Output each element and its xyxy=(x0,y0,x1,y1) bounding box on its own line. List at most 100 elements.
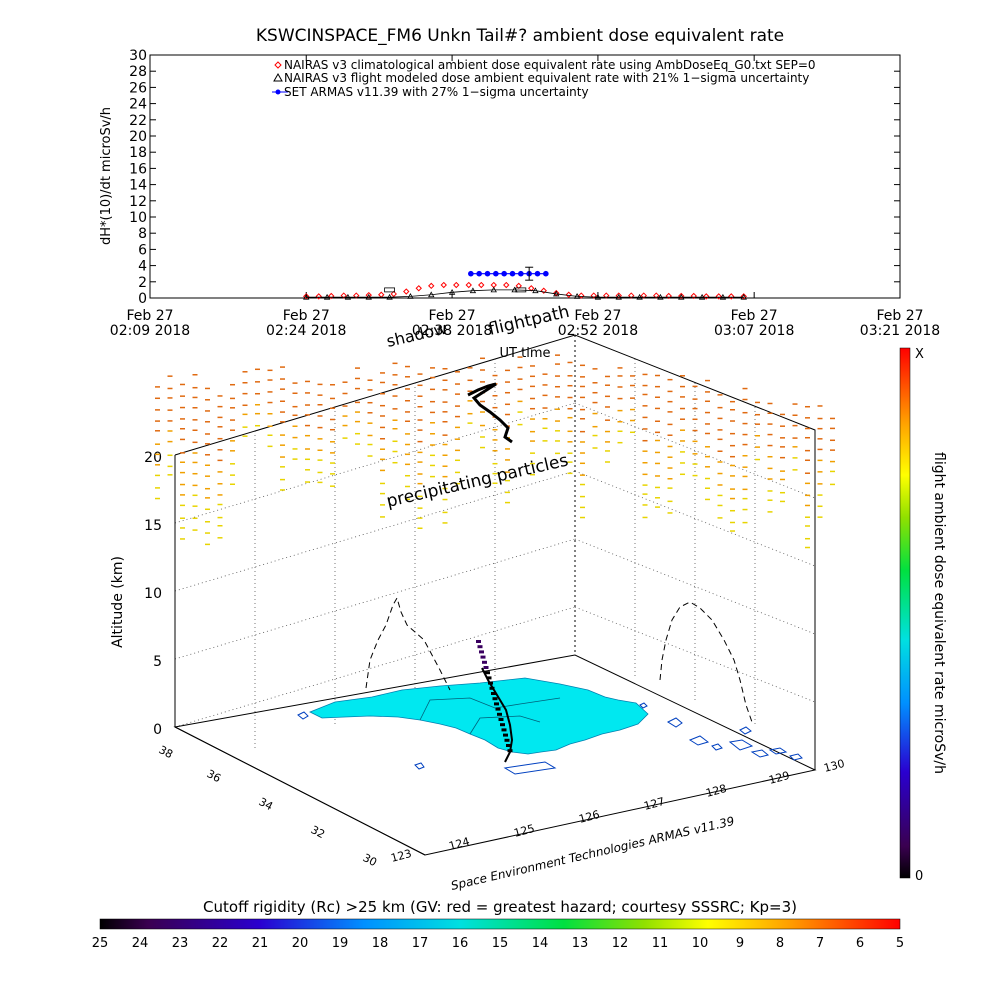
flightpath-marker xyxy=(500,723,505,727)
rigidity-tick-label: 7 xyxy=(816,936,824,951)
climatological-point xyxy=(503,281,510,289)
rigidity-tick-label: 5 xyxy=(896,936,904,951)
rigidity-tick-label: 22 xyxy=(212,936,229,951)
climatological-point xyxy=(665,292,672,300)
shadow-profile-left xyxy=(365,596,451,691)
rigidity-tick-label: 17 xyxy=(412,936,429,951)
flight-modeled-error-box xyxy=(515,287,527,293)
rigidity-tick-label: 10 xyxy=(692,936,709,951)
rigidity-scale: 25 24 23 22 21 20 19 18 17 16 15 14 13 12 11 10 9 8 7 6 5 xyxy=(92,936,904,951)
lon-tick-label: 129 xyxy=(767,769,791,787)
annotation-precipitating: precipitating particles xyxy=(385,451,571,512)
top-y-tick-label: 0 xyxy=(138,291,147,307)
lat-tick-label: 36 xyxy=(205,767,223,785)
rigidity-tick-label: 21 xyxy=(252,936,269,951)
top-plot-frame xyxy=(149,54,901,299)
climatological-point xyxy=(640,292,647,299)
armas-point xyxy=(543,270,549,277)
rigidity-tick-label: 25 xyxy=(92,936,109,951)
legend-marker-flight-modeled xyxy=(273,72,283,82)
climatological-point xyxy=(328,292,335,300)
lon-tick-label: 126 xyxy=(577,808,601,826)
armas-point xyxy=(476,270,482,277)
flight-modeled-point xyxy=(719,293,727,300)
climatological-point xyxy=(378,291,385,298)
armas-point xyxy=(493,270,499,277)
flightpath-marker xyxy=(486,676,492,680)
climatological-point xyxy=(515,282,522,290)
flightpath-marker xyxy=(497,712,502,716)
top-y-tick-label: 26 xyxy=(129,80,147,96)
flight-modeled-point xyxy=(428,291,435,298)
z-tick-label: 0 xyxy=(153,722,162,738)
top-x-tick-label: 02:52 2018 xyxy=(558,323,638,339)
flightpath-marker xyxy=(476,640,481,643)
climatological-point xyxy=(728,293,735,300)
rigidity-tick-label: 8 xyxy=(776,936,784,951)
flightpath-marker xyxy=(482,660,487,664)
flight-modeled-point xyxy=(365,293,372,300)
climatological-point xyxy=(353,292,360,299)
lon-tick-label: 125 xyxy=(512,822,536,840)
top-y-tick-label: 16 xyxy=(129,161,147,177)
top-y-tick-label: 8 xyxy=(138,226,147,242)
top-y-tick-label: 28 xyxy=(129,64,147,80)
rigidity-tick-label: 20 xyxy=(292,936,309,951)
top-x-tick-label: 02:38 2018 xyxy=(412,323,492,339)
flight-modeled-point xyxy=(448,289,456,295)
rigidity-tick-label: 24 xyxy=(132,936,149,951)
rigidity-tick-label: 16 xyxy=(452,936,469,951)
top-x-tick-label: 02:24 2018 xyxy=(266,323,346,339)
climatological-point xyxy=(690,292,697,300)
flightpath-top-track xyxy=(467,382,513,444)
top-x-label: UT time xyxy=(500,346,551,361)
climatological-point xyxy=(615,292,622,299)
rigidity-tick-label: 12 xyxy=(612,936,629,951)
flight-modeled-point xyxy=(636,293,643,300)
z-tick-label: 20 xyxy=(144,450,162,466)
z-tick-label: 15 xyxy=(144,518,162,534)
climatological-point xyxy=(653,292,660,299)
top-y-tick-label: 12 xyxy=(129,194,147,210)
climatological-point xyxy=(678,292,685,300)
flight-modeled-point xyxy=(303,293,310,300)
climatological-point xyxy=(628,292,635,299)
top-title: KSWCINSPACE_FM6 Unkn Tail#? ambient dose… xyxy=(256,26,784,46)
rigidity-tick-label: 15 xyxy=(492,936,509,951)
top-x-tick-label: Feb 27 xyxy=(126,308,173,324)
flight-modeled-point xyxy=(657,293,664,300)
top-y-tick-label: 30 xyxy=(129,48,147,64)
flightpath-marker xyxy=(501,728,507,732)
flightpath-marker xyxy=(480,655,486,659)
top-x-tick-label: Feb 27 xyxy=(876,308,923,324)
flight-modeled-point xyxy=(740,293,747,300)
legend-label-climatological: NAIRAS v3 climatological ambient dose eq… xyxy=(284,58,816,72)
top-x-tick-label: Feb 27 xyxy=(429,308,476,324)
landmass xyxy=(309,677,649,755)
rigidity-title: Cutoff rigidity (Rc) >25 km (GV: red = g… xyxy=(203,898,797,916)
climatological-point xyxy=(365,291,372,299)
climatological-point xyxy=(390,290,397,298)
top-y-tick-label: 22 xyxy=(129,113,147,129)
legend-marker-armas xyxy=(275,89,281,95)
armas-point xyxy=(484,270,491,277)
flight-modeled-point xyxy=(344,293,352,300)
top-y-label: dH*(10)/dt microSv/h xyxy=(99,107,114,245)
lat-tick-label: 38 xyxy=(157,743,175,761)
rigidity-tick-label: 6 xyxy=(856,936,864,951)
climatological-point xyxy=(465,281,472,289)
lon-tick-label: 130 xyxy=(822,757,846,775)
lon-tick-label: 127 xyxy=(642,795,666,813)
3d-panel: 0 5 10 15 20 Altitude (km) 30 32 34 36 3… xyxy=(110,302,846,893)
climatological-point xyxy=(603,292,610,299)
shadow-profile-right xyxy=(659,601,753,723)
top-y-tick-label: 6 xyxy=(138,242,147,258)
flight-modeled-point xyxy=(469,287,477,294)
flight-modeled-point xyxy=(386,293,393,300)
top-series-layer xyxy=(303,266,747,300)
rigidity-tick-label: 13 xyxy=(572,936,589,951)
top-y-tick-label: 14 xyxy=(129,178,147,194)
climatological-point xyxy=(315,293,322,300)
rigidity-tick-label: 18 xyxy=(372,936,389,951)
